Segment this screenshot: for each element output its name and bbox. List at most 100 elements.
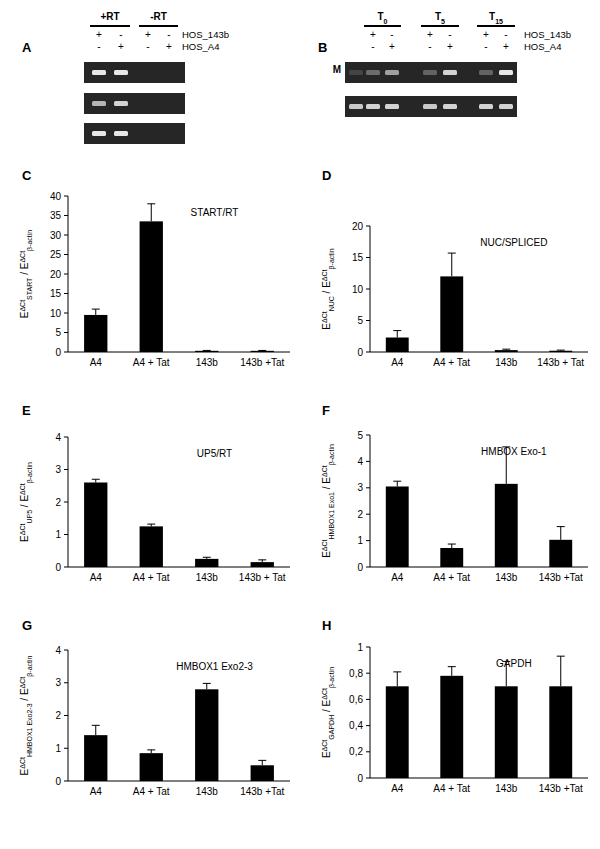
error-stem xyxy=(560,527,561,540)
x-tick-label: 143b +Tat xyxy=(539,783,583,794)
label-part: ΔCt xyxy=(19,677,26,689)
gel-band xyxy=(423,70,437,75)
y-tick xyxy=(366,226,370,227)
lane-sign: + xyxy=(370,29,376,40)
figure: A+RT-RT+-+-HOS_143b-+-+HOS_A4BT0T5T15+-+… xyxy=(0,0,600,849)
error-bar xyxy=(393,331,401,338)
bar xyxy=(495,686,518,778)
lane-sign: + xyxy=(96,29,102,40)
bar xyxy=(549,540,572,567)
x-tick-label: A4 xyxy=(391,357,404,368)
chart: EEΔCtUP5 / EΔCtβ-actinUP5/RT01234A4A4 + … xyxy=(19,403,291,583)
label-part: +RT xyxy=(100,11,119,22)
bar xyxy=(251,765,274,781)
y-tick xyxy=(366,320,370,321)
y-tick-label: 0 xyxy=(357,347,363,358)
gel-strip xyxy=(345,62,517,83)
bar xyxy=(386,486,409,567)
y-tick xyxy=(366,435,370,436)
panel-label: H xyxy=(322,618,331,633)
plot-area xyxy=(386,656,572,778)
x-tick-label: A4 xyxy=(90,572,103,583)
gel-band xyxy=(162,131,176,136)
y-tick-label: 0,2 xyxy=(349,746,363,757)
gel-strip xyxy=(84,62,185,83)
y-axis xyxy=(68,650,69,781)
bar xyxy=(140,753,163,781)
gel-band xyxy=(443,70,457,75)
y-tick-label: 4 xyxy=(357,456,363,467)
error-cap xyxy=(502,349,510,350)
y-tick-label: 4 xyxy=(55,645,61,656)
bar xyxy=(386,686,409,778)
error-cap xyxy=(258,350,266,351)
gel-band xyxy=(385,104,399,109)
y-axis-label: EΔCtHMBOX1 Exo2-3 / EΔCtβ-actin xyxy=(19,655,34,775)
y-tick-label: 1 xyxy=(357,642,363,653)
y-tick xyxy=(64,196,68,197)
group-line xyxy=(139,25,178,27)
bar xyxy=(195,559,218,567)
y-tick-label: 10 xyxy=(352,284,364,295)
row-label: HOS_A4 xyxy=(524,41,562,52)
error-cap xyxy=(147,749,155,750)
group-line xyxy=(421,25,459,27)
group-line xyxy=(477,25,515,27)
lane-sign: - xyxy=(448,29,451,40)
y-axis xyxy=(370,226,371,352)
y-tick xyxy=(64,650,68,651)
bar xyxy=(549,686,572,778)
x-tick-label: 143b +Tat xyxy=(240,357,284,368)
error-stem xyxy=(397,331,398,338)
gel-band xyxy=(349,104,363,109)
y-tick-label: 35 xyxy=(50,210,62,221)
label-part: β-actin xyxy=(26,230,34,251)
error-bar xyxy=(448,667,456,676)
x-tick-label: A4 + Tat xyxy=(433,572,470,583)
y-axis-label: EΔCtNUC / EΔCtβ-actin xyxy=(321,248,336,329)
y-axis xyxy=(370,435,371,567)
gel-band xyxy=(366,70,380,75)
y-tick xyxy=(64,682,68,683)
group-label: T15 xyxy=(489,11,503,25)
error-bar xyxy=(502,349,510,351)
plot-area xyxy=(84,204,274,352)
y-tick xyxy=(366,289,370,290)
y-axis-label: EΔCtGAPDH / EΔCtβ-actin xyxy=(321,667,336,758)
error-stem xyxy=(451,544,452,548)
panel-label: C xyxy=(22,168,32,183)
y-tick xyxy=(64,254,68,255)
lane-sign: - xyxy=(167,29,170,40)
gel-band xyxy=(141,70,155,75)
error-cap xyxy=(258,760,266,761)
chart: FEΔCtHMBOX1 Exo1 / EΔCtβ-actinHMBOX Exo-… xyxy=(321,403,589,583)
group-label: +RT xyxy=(100,11,119,22)
y-tick xyxy=(366,461,370,462)
x-tick-label: 143b + Tat xyxy=(239,572,286,583)
error-bar xyxy=(393,481,401,486)
error-cap xyxy=(502,446,510,447)
gel-band xyxy=(92,101,106,106)
y-tick-label: 0 xyxy=(357,562,363,573)
label-part: ΔCt xyxy=(19,524,26,536)
label-part: β-actin xyxy=(328,444,336,465)
panel-label: E xyxy=(22,403,31,418)
error-cap xyxy=(448,544,456,545)
x-tick-label: 143b xyxy=(196,572,219,583)
error-cap xyxy=(203,683,211,684)
label-part: ΔCt xyxy=(19,251,26,263)
marker-label: M xyxy=(333,64,341,75)
y-tick xyxy=(64,567,68,568)
label-part: / E xyxy=(321,281,332,296)
row-label: HOS_143b xyxy=(182,29,229,40)
y-axis xyxy=(370,647,371,778)
chart: GEΔCtHMBOX1 Exo2-3 / EΔCtβ-actinHMBOX1 E… xyxy=(19,618,291,797)
gel-band xyxy=(366,104,380,109)
x-tick-label: A4 + Tat xyxy=(133,786,170,797)
error-bar xyxy=(92,309,100,315)
y-tick xyxy=(64,332,68,333)
group-line xyxy=(90,25,130,27)
y-tick xyxy=(366,514,370,515)
error-cap xyxy=(147,524,155,525)
error-stem xyxy=(95,309,96,315)
